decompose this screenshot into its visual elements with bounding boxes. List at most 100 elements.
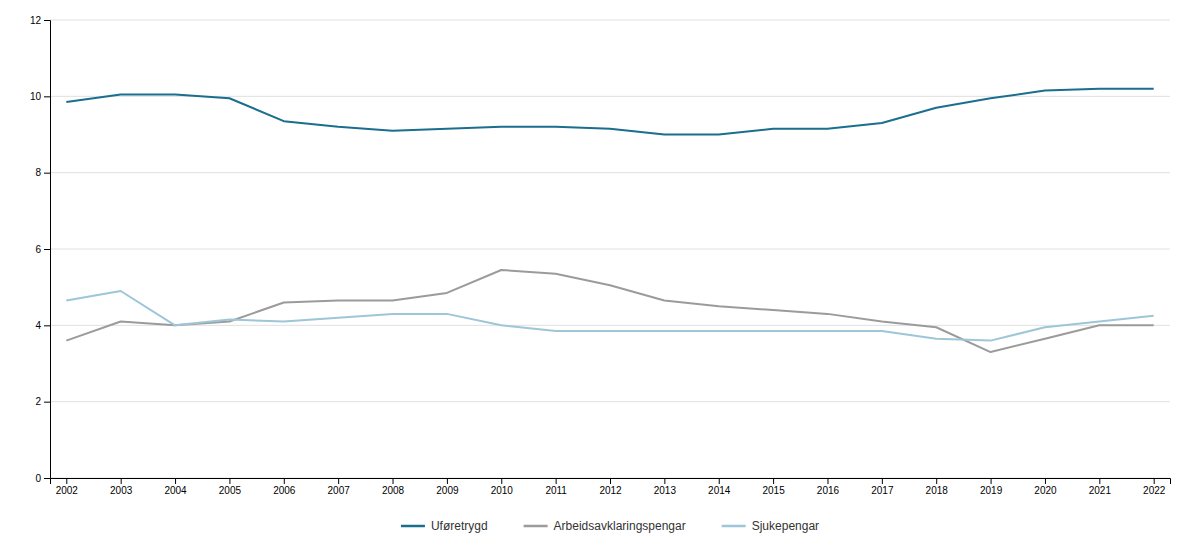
x-tick: 2015 (762, 478, 785, 496)
x-tick: 2019 (980, 478, 1003, 496)
x-tick-mark (556, 478, 557, 484)
y-tick-label: 6 (35, 244, 41, 255)
y-tick-mark (44, 96, 50, 97)
y-tick-label: 12 (30, 15, 42, 26)
x-tick-mark (501, 478, 502, 484)
x-tick-label: 2007 (328, 485, 351, 496)
x-tick: 2012 (599, 478, 622, 496)
x-tick: 2003 (110, 478, 133, 496)
x-tick-label: 2014 (708, 485, 731, 496)
x-tick: 2007 (328, 478, 351, 496)
legend-swatch (524, 525, 548, 528)
y-tick-mark (44, 20, 50, 21)
legend-swatch (401, 525, 425, 528)
y-tick: 10 (30, 91, 50, 102)
x-tick-label: 2003 (110, 485, 133, 496)
x-tick: 2022 (1143, 478, 1166, 496)
chart: 2002200320042005200620072008200920102011… (0, 0, 1200, 558)
x-tick: 2013 (654, 478, 677, 496)
x-tick-mark (1045, 478, 1046, 484)
x-tick-label: 2013 (654, 485, 677, 496)
x-tick: 2017 (871, 478, 894, 496)
x-tick-mark (175, 478, 176, 484)
x-tick: 2004 (164, 478, 187, 496)
y-tick-mark (44, 402, 50, 403)
y-tick: 8 (35, 167, 50, 178)
y-tick-mark (44, 478, 50, 479)
x-tick-mark (773, 478, 774, 484)
legend-item: Uføretrygd (401, 519, 488, 533)
y-axis-line (44, 21, 51, 479)
x-tick-mark (1154, 478, 1155, 484)
y-tick: 6 (35, 244, 50, 255)
x-tick-mark (991, 478, 992, 484)
x-tick: 2011 (545, 478, 567, 496)
y-axis: 0 2 4 6 8 10 12 (30, 15, 51, 484)
legend-label: Sjukepengar (752, 519, 819, 533)
x-axis-line (51, 479, 1171, 485)
x-tick-mark (827, 478, 828, 484)
x-tick-mark (121, 478, 122, 484)
grid-line (50, 249, 1170, 250)
x-tick-label: 2019 (980, 485, 1003, 496)
legend-label: Uføretrygd (431, 519, 488, 533)
lines (66, 89, 1153, 352)
y-tick-label: 0 (35, 473, 41, 484)
x-tick-mark (882, 478, 883, 484)
x-tick-label: 2016 (817, 485, 840, 496)
series-line (66, 291, 1153, 341)
y-tick-label: 2 (35, 396, 41, 407)
y-tick: 2 (35, 396, 50, 407)
x-tick: 2002 (56, 478, 79, 496)
x-tick-label: 2005 (219, 485, 242, 496)
x-tick-label: 2004 (164, 485, 187, 496)
x-tick-label: 2022 (1143, 485, 1166, 496)
x-tick-label: 2021 (1089, 485, 1112, 496)
y-tick: 4 (35, 320, 50, 331)
legend: Uføretrygd Arbeidsavklaringspengar Sjukepe… (401, 519, 819, 533)
x-tick-label: 2012 (599, 485, 622, 496)
x-tick-mark (936, 478, 937, 484)
x-tick-mark (393, 478, 394, 484)
y-tick-mark (44, 249, 50, 250)
legend-item: Arbeidsavklaringspengar (524, 519, 686, 533)
plot: 2002200320042005200620072008200920102011… (30, 15, 1171, 496)
grid-line (50, 20, 1170, 21)
x-tick: 2014 (708, 478, 731, 496)
x-tick-label: 2008 (382, 485, 405, 496)
x-tick-label: 2018 (926, 485, 949, 496)
legend-item: Sjukepengar (722, 519, 819, 533)
x-tick: 2010 (491, 478, 514, 496)
legend-label: Arbeidsavklaringspengar (554, 519, 686, 533)
x-tick: 2005 (219, 478, 242, 496)
y-tick-label: 8 (35, 167, 41, 178)
x-tick-label: 2017 (871, 485, 894, 496)
x-tick-mark (1099, 478, 1100, 484)
y-tick: 0 (35, 473, 50, 484)
x-tick-mark (610, 478, 611, 484)
x-tick-label: 2009 (436, 485, 459, 496)
grid-line (50, 172, 1170, 173)
y-tick: 12 (30, 15, 50, 26)
x-tick-mark (338, 478, 339, 484)
y-tick-mark (44, 325, 50, 326)
grid-line (50, 401, 1170, 402)
x-tick-mark (66, 478, 67, 484)
x-tick: 2009 (436, 478, 459, 496)
x-tick-label: 2002 (56, 485, 79, 496)
x-tick-mark (284, 478, 285, 484)
grid (50, 20, 1170, 478)
series-line (66, 89, 1153, 135)
x-tick: 2008 (382, 478, 405, 496)
x-tick: 2018 (926, 478, 949, 496)
x-tick: 2020 (1034, 478, 1057, 496)
x-tick-label: 2006 (273, 485, 296, 496)
x-tick-mark (229, 478, 230, 484)
x-tick-mark (664, 478, 665, 484)
series-line (66, 270, 1153, 352)
x-tick-label: 2011 (545, 485, 567, 496)
x-tick: 2006 (273, 478, 296, 496)
legend-swatch (722, 525, 746, 528)
x-tick-mark (719, 478, 720, 484)
x-tick-label: 2010 (491, 485, 514, 496)
